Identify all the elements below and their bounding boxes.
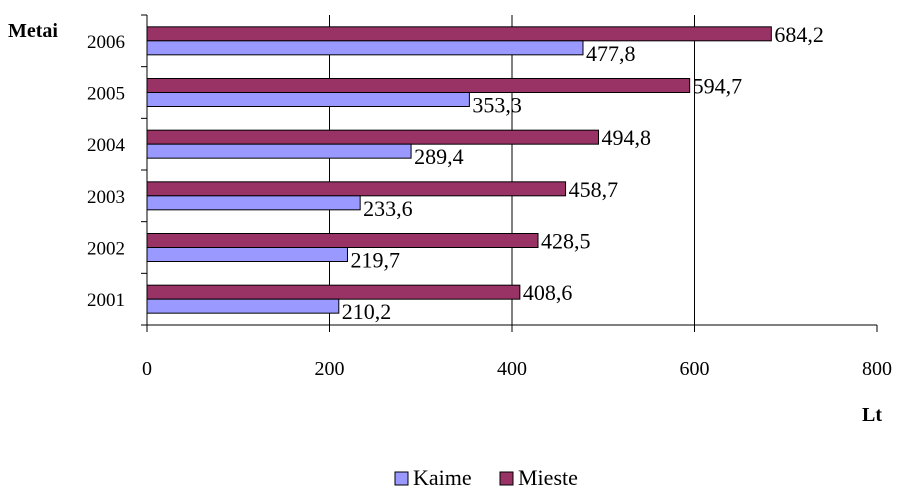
bar-kaime: [146, 247, 348, 262]
x-tick-label: 800: [862, 358, 892, 380]
x-axis-title: Lt: [862, 404, 882, 426]
x-tick-label: 400: [497, 358, 527, 380]
data-label-kaime: 210,2: [342, 299, 392, 324]
axes: 0 200 400 600 800 2001 2002 2003 2004 2005 2006: [87, 14, 892, 380]
data-label-mieste: 458,7: [569, 177, 619, 202]
data-labels: 408,6 210,2 428,5 219,7 458,7 233,6 494,8 289,4…: [342, 22, 824, 324]
data-label-mieste: 428,5: [541, 229, 591, 254]
y-tick-label: 2006: [87, 32, 125, 53]
bar-mieste: [146, 233, 539, 248]
bar-kaime: [146, 195, 361, 211]
data-label-kaime: 477,8: [586, 41, 636, 66]
y-tick-label: 2002: [87, 239, 125, 260]
bar-kaime: [146, 298, 340, 314]
data-label-mieste: 408,6: [523, 280, 573, 305]
bar-mieste: [146, 129, 600, 145]
x-tick-label: 0: [142, 358, 152, 380]
data-label-kaime: 233,6: [363, 196, 413, 221]
bar-kaime: [146, 92, 470, 107]
bar-kaime: [146, 40, 584, 56]
bar-kaime: [146, 143, 412, 159]
y-tick-label: 2003: [87, 187, 125, 208]
bar-mieste: [146, 284, 521, 300]
x-tick-label: 600: [680, 358, 710, 380]
data-label-mieste: 684,2: [774, 22, 824, 47]
data-label-kaime: 219,7: [350, 248, 400, 273]
x-tick-label: 200: [315, 358, 345, 380]
data-label-mieste: 594,7: [693, 74, 743, 99]
bar-mieste: [146, 26, 772, 42]
legend-label-mieste: Mieste: [518, 465, 578, 490]
y-tick-label: 2001: [87, 290, 125, 311]
bar-mieste: [146, 181, 567, 197]
y-axis-title: Metai: [8, 20, 58, 42]
bars: [146, 26, 772, 314]
y-tick-label: 2004: [87, 135, 126, 156]
y-tick-label: 2005: [87, 84, 125, 105]
legend: Kaime Mieste: [394, 465, 578, 490]
bar-mieste: [146, 78, 691, 93]
data-label-mieste: 494,8: [602, 125, 652, 150]
data-label-kaime: 289,4: [414, 144, 464, 169]
legend-swatch-mieste: [499, 471, 514, 486]
gridlines: [329, 15, 695, 325]
legend-swatch-kaime: [394, 471, 409, 486]
data-label-kaime: 353,3: [472, 93, 521, 118]
legend-label-kaime: Kaime: [413, 465, 472, 490]
